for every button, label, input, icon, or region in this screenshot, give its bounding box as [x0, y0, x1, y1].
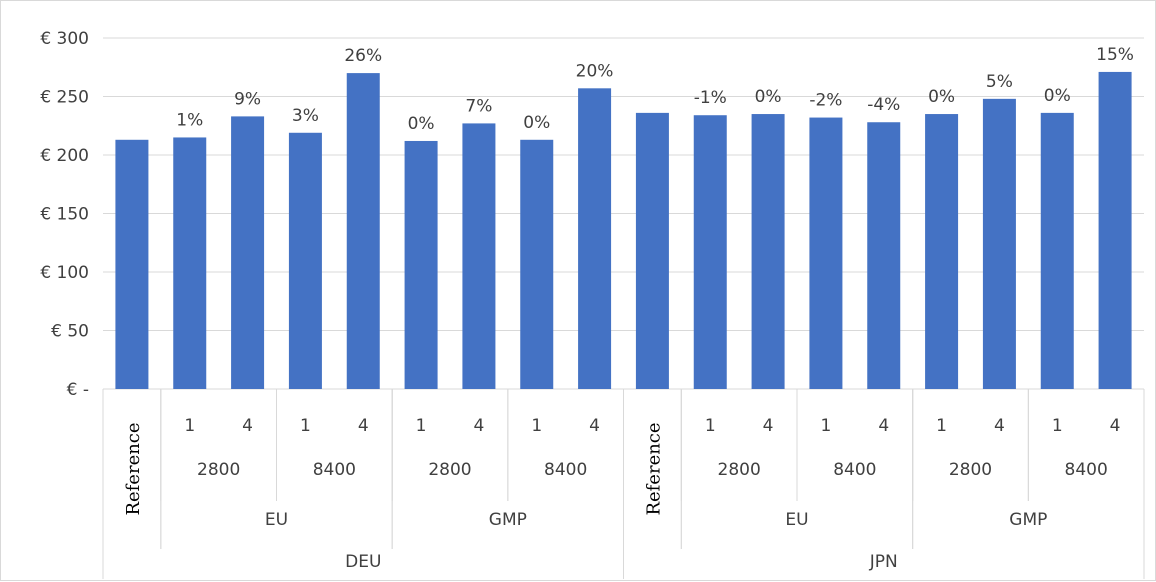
bar	[693, 115, 727, 389]
y-tick-label: € -	[67, 380, 89, 400]
y-tick-label: € 50	[51, 322, 89, 342]
data-label: 20%	[576, 61, 614, 81]
data-label: 0%	[408, 114, 435, 134]
y-tick-label: € 300	[40, 29, 89, 49]
x-category-label: 4	[589, 416, 600, 436]
x-group-label-volume: 8400	[833, 460, 876, 480]
bar	[231, 116, 265, 389]
y-tick-label: € 200	[40, 146, 89, 166]
x-category-label: 1	[936, 416, 947, 436]
x-category-label: 4	[878, 416, 889, 436]
data-label: 7%	[465, 96, 492, 116]
x-category-label: 4	[474, 416, 485, 436]
x-category-label: 1	[531, 416, 542, 436]
bars	[115, 71, 1132, 390]
data-label: -4%	[867, 95, 900, 115]
x-group-label-regulation: GMP	[489, 510, 527, 530]
x-axis-category-grid: Reference 1 4 1 4 1 4 1 4 Reference 1 4 1 4 1 4 1 4 2800 84…	[102, 389, 1145, 579]
bar	[809, 117, 843, 389]
x-category-label: 4	[358, 416, 369, 436]
bar	[404, 140, 438, 389]
bar	[982, 98, 1016, 389]
data-label: 0%	[755, 87, 782, 107]
x-category-label: 4	[242, 416, 253, 436]
x-group-label-regulation: EU	[265, 510, 288, 530]
data-label: 1%	[176, 110, 203, 130]
bar	[173, 137, 207, 389]
data-label: -1%	[694, 88, 727, 108]
data-label: 15%	[1096, 45, 1134, 65]
data-label: 0%	[928, 87, 955, 107]
bar	[635, 112, 669, 389]
bar	[520, 139, 554, 389]
x-group-label-volume: 8400	[313, 460, 356, 480]
bar	[925, 114, 959, 390]
data-label: 5%	[986, 72, 1013, 92]
x-category-label: 1	[821, 416, 832, 436]
bar	[1040, 112, 1074, 389]
x-category-label: Reference	[123, 422, 144, 515]
data-label: 0%	[1044, 86, 1071, 106]
x-group-label-volume: 8400	[544, 460, 587, 480]
bar	[1098, 71, 1132, 390]
bar	[578, 88, 612, 389]
x-category-label: 1	[705, 416, 716, 436]
bar	[346, 73, 380, 389]
x-group-label-volume: 2800	[197, 460, 240, 480]
x-category-label: 1	[1052, 416, 1063, 436]
data-label: 26%	[344, 46, 382, 66]
x-group-label-regulation: GMP	[1009, 510, 1047, 530]
x-group-label-volume: 8400	[1065, 460, 1108, 480]
bar	[115, 139, 149, 389]
bar	[288, 132, 322, 389]
y-tick-label: € 100	[40, 263, 89, 283]
data-label: 0%	[523, 113, 550, 133]
x-category-label: 1	[416, 416, 427, 436]
gridlines	[103, 37, 1144, 390]
x-category-label: 1	[184, 416, 195, 436]
x-category-label: 4	[994, 416, 1005, 436]
data-label: 9%	[234, 89, 261, 109]
x-group-label-volume: 2800	[949, 460, 992, 480]
data-label: -2%	[809, 91, 842, 111]
y-tick-label: € 150	[40, 205, 89, 225]
x-group-label-country: JPN	[869, 552, 898, 572]
x-group-label-regulation: EU	[785, 510, 808, 530]
x-category-label: 4	[1110, 416, 1121, 436]
data-labels: 1% 9% 3% 26% 0% 7% 0% 20% -1% 0% -2% -4% 0% 5% 0% 15%	[176, 45, 1134, 134]
bar	[462, 123, 496, 389]
x-group-label-volume: 2800	[718, 460, 761, 480]
x-category-label: 1	[300, 416, 311, 436]
y-tick-label: € 250	[40, 88, 89, 108]
bar	[867, 122, 901, 390]
data-label: 3%	[292, 106, 319, 126]
x-category-label: Reference	[643, 422, 664, 515]
x-group-label-country: DEU	[345, 552, 381, 572]
x-group-label-volume: 2800	[428, 460, 471, 480]
y-axis-ticks: € - € 50 € 100 € 150 € 200 € 250 € 300	[40, 29, 89, 400]
x-category-label: 4	[763, 416, 774, 436]
bar	[751, 114, 785, 390]
